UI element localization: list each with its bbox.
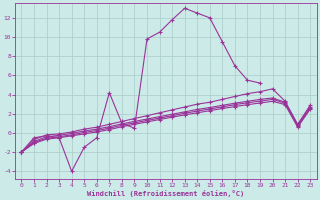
X-axis label: Windchill (Refroidissement éolien,°C): Windchill (Refroidissement éolien,°C) [87, 190, 244, 197]
